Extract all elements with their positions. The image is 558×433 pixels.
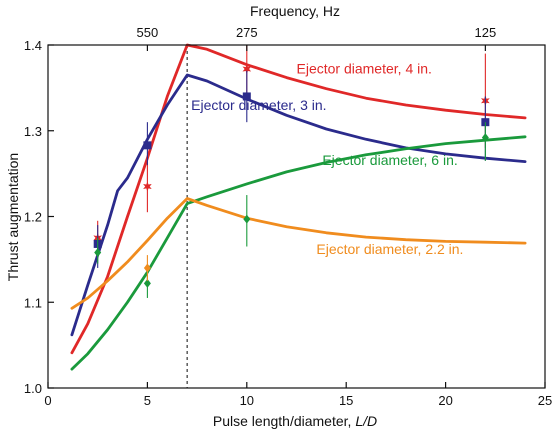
x-axis-title-main: Pulse length/diameter, — [213, 413, 355, 429]
label-layer: Ejector diameter, 4 in. Ejector diameter,… — [191, 60, 463, 257]
y-tick-label-0: 1.0 — [24, 381, 42, 396]
x-tick-label-1: 5 — [144, 393, 151, 408]
top-tick-label-0: 550 — [137, 25, 159, 40]
x-axis-title-italic: L/D — [355, 413, 377, 429]
series-label-0: Ejector diameter, 4 in. — [297, 60, 432, 76]
top-tick-label-2: 125 — [475, 25, 497, 40]
series-line-3 — [70, 197, 527, 310]
y-tick-label-4: 1.4 — [24, 38, 42, 53]
y-tick-label-3: 1.3 — [24, 124, 42, 139]
x-tick-label-4: 20 — [438, 393, 452, 408]
x-axis-title: Pulse length/diameter, L/D — [213, 413, 377, 429]
data-point-2-0 — [94, 248, 102, 258]
series-line-1 — [70, 73, 527, 337]
series-layer — [70, 43, 527, 371]
data-point-1-1 — [143, 141, 152, 150]
series-label-3: Ejector diameter, 2.2 in. — [316, 241, 463, 257]
series-label-2: Ejector diameter, 6 in. — [322, 152, 457, 168]
axis-layer: 0 5 10 15 20 25 1.0 1.1 1.2 1.3 1.4 550 275 125 — [24, 25, 552, 408]
y-axis-title: Thrust augmentation — [5, 153, 21, 281]
data-point-1-2 — [242, 92, 251, 101]
top-tick-label-1: 275 — [236, 25, 258, 40]
data-point-2-3 — [481, 133, 489, 143]
data-point-0-2 — [242, 64, 252, 74]
series-line-0 — [70, 43, 527, 355]
x-tick-label-2: 10 — [240, 393, 254, 408]
data-point-2-2 — [243, 214, 251, 224]
series-line-2 — [70, 135, 527, 371]
y-tick-label-2: 1.2 — [24, 210, 42, 225]
data-point-3-0 — [143, 263, 151, 273]
y-tick-label-1: 1.1 — [24, 295, 42, 310]
series-label-1: Ejector diameter, 3 in. — [191, 97, 326, 113]
x-tick-label-0: 0 — [44, 393, 51, 408]
data-point-2-1 — [143, 278, 151, 288]
marker-layer — [93, 45, 490, 298]
top-axis-title: Frequency, Hz — [250, 3, 340, 19]
x-tick-label-5: 25 — [538, 393, 552, 408]
data-point-0-1 — [143, 181, 152, 192]
x-tick-label-3: 15 — [339, 393, 353, 408]
